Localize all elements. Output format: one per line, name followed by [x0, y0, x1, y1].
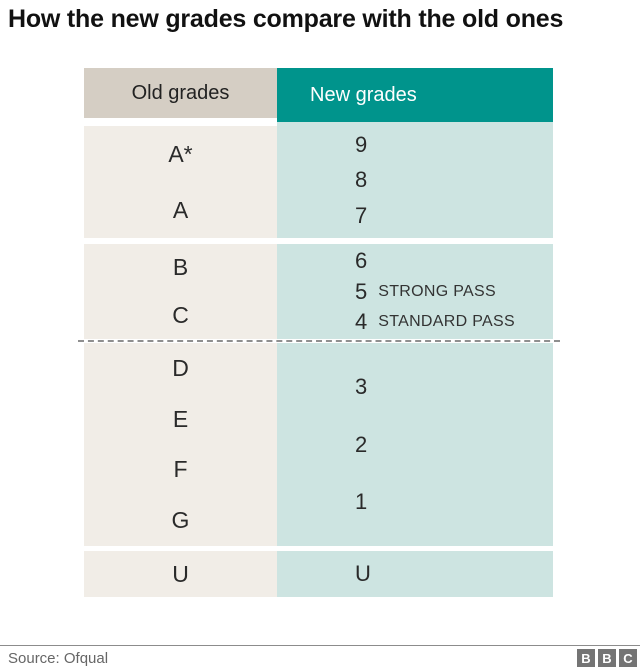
- old-grades-column-header: Old grades: [84, 68, 277, 118]
- new-grade-value: 7: [355, 202, 368, 228]
- source-label: Source: Ofqual: [8, 650, 109, 667]
- bbc-logo-letter-block: C: [619, 649, 637, 667]
- new-grade-value: 4: [355, 308, 368, 334]
- bbc-logo-letter-block: B: [577, 649, 595, 667]
- new-grades-cell: 6 5 STRONG PASS 4 STANDARD PASS: [277, 244, 553, 339]
- pass-boundary-divider-row: [78, 339, 560, 343]
- old-grade-value: C: [172, 301, 189, 328]
- page-title: How the new grades compare with the old …: [8, 5, 564, 33]
- old-grade-value: A: [172, 196, 189, 223]
- old-grades-cell: A* A: [84, 126, 277, 238]
- new-grade-item: 9: [355, 132, 553, 158]
- grades-comparison-table: Old grades New grades A* A 9 8 7 B C 6 5 STRONG P…: [78, 68, 560, 597]
- new-grade-item: 3: [355, 374, 553, 400]
- new-grades-cell: U: [277, 551, 553, 597]
- new-grade-value: 1: [355, 488, 368, 514]
- old-grades-cell: U: [84, 551, 277, 597]
- table-header-row: Old grades New grades: [84, 68, 553, 122]
- new-grade-item: 1: [355, 489, 553, 515]
- old-grade-value: U: [172, 560, 189, 587]
- new-grade-value: U: [355, 561, 371, 586]
- new-grade-item: 4 STANDARD PASS: [355, 309, 553, 335]
- new-grade-item: 6: [355, 248, 553, 274]
- new-grades-cell: 9 8 7: [277, 122, 553, 238]
- bbc-logo-letter-block: B: [598, 649, 616, 667]
- new-grade-item: 2: [355, 432, 553, 458]
- new-grade-value: 6: [355, 248, 368, 274]
- new-grade-value: 8: [355, 167, 368, 192]
- old-grade-value: A*: [168, 140, 193, 167]
- old-grade-value: E: [172, 405, 189, 432]
- new-grade-item: 8: [355, 167, 553, 193]
- dashed-pass-line: [78, 340, 560, 342]
- new-grades-cell: 3 2 1: [277, 343, 553, 546]
- new-grade-value: 3: [355, 374, 368, 400]
- old-grade-value: B: [172, 254, 189, 281]
- grade-band-section: B C 6 5 STRONG PASS 4 STANDARD PASS: [84, 244, 553, 339]
- new-grade-item: U: [355, 561, 553, 587]
- new-grade-value: 5: [355, 278, 368, 304]
- new-grade-value: 9: [355, 131, 368, 157]
- new-grades-column-header: New grades: [277, 68, 553, 122]
- pass-threshold-label: STANDARD PASS: [378, 312, 515, 330]
- pass-threshold-label: STRONG PASS: [378, 282, 496, 300]
- old-grade-value: D: [172, 354, 189, 381]
- new-grade-value: 2: [355, 431, 368, 457]
- old-grade-value: F: [173, 456, 188, 483]
- old-grade-value: G: [171, 507, 190, 534]
- grade-band-section: A* A 9 8 7: [84, 122, 553, 238]
- new-grade-item: 7: [355, 203, 553, 229]
- table-body: A* A 9 8 7 B C 6 5 STRONG PASS 4 STANDARD PASS D E F G 3…: [78, 122, 560, 597]
- footer-divider-line: [0, 645, 640, 646]
- new-grade-item: 5 STRONG PASS: [355, 279, 553, 305]
